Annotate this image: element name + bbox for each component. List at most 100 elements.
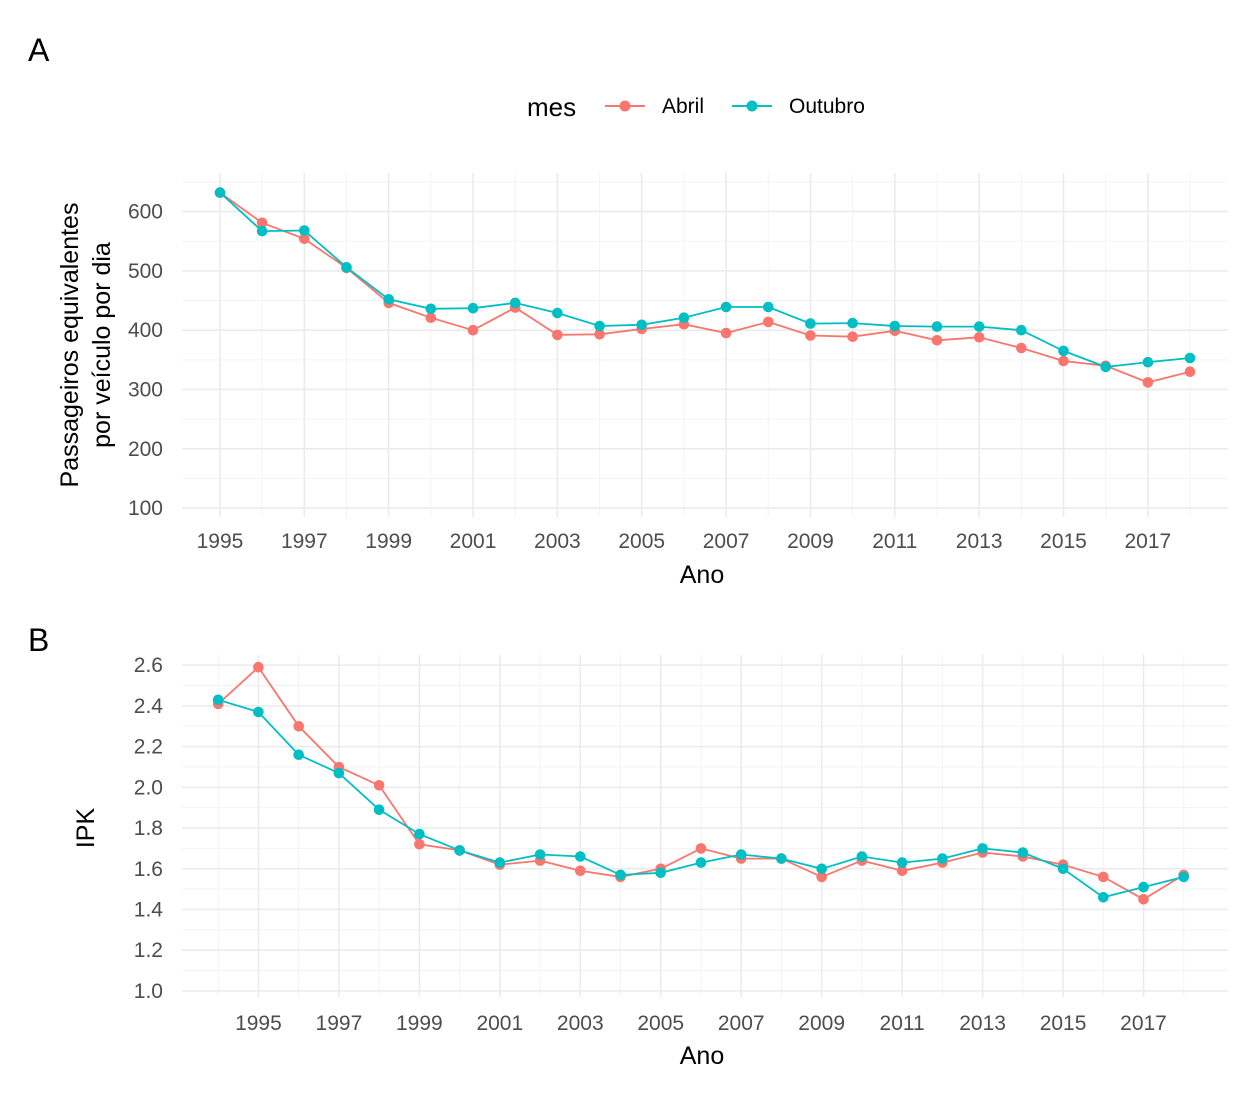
panel-a-point-abril xyxy=(931,335,943,346)
panel-b-y-axis-title: IPK xyxy=(72,808,100,849)
panel-a-x-tick-label: 2003 xyxy=(534,530,581,553)
panel-a-x-tick-label: 2011 xyxy=(872,530,917,553)
panel-b-point-outubro xyxy=(454,845,465,856)
panel-b-x-tick-label: 2001 xyxy=(476,1012,523,1035)
panel-a-x-tick-label: 1997 xyxy=(281,530,328,553)
panel-b-point-outubro xyxy=(776,853,787,864)
panel-b-point-outubro xyxy=(253,706,264,718)
panel-a-point-abril xyxy=(299,233,310,245)
panel-a-point-outubro xyxy=(636,319,647,331)
legend-label-outubro: Outubro xyxy=(789,95,865,118)
panel-b-y-tick-label: 1.2 xyxy=(134,939,163,962)
panel-a-x-tick-label: 2013 xyxy=(956,530,1003,553)
panel-a-y-tick-label: 100 xyxy=(128,497,163,520)
panel-b-x-tick-label: 2005 xyxy=(637,1012,684,1035)
panel-b-point-outubro xyxy=(373,804,385,815)
panel-a-point-outubro xyxy=(1016,324,1027,336)
panel-b-y-tick-label: 2.6 xyxy=(134,654,163,677)
panel-b-x-tick-label: 1999 xyxy=(396,1012,443,1035)
panel-a-point-outubro xyxy=(214,187,226,198)
panel-a-point-outubro xyxy=(594,320,605,332)
panel-b-point-outubro xyxy=(494,857,506,868)
panel-a-y-tick-label: 500 xyxy=(128,260,163,283)
panel-a-x-tick-label: 2005 xyxy=(618,530,665,553)
panel-a-point-outubro xyxy=(1142,356,1154,368)
panel-b-x-tick-label: 2015 xyxy=(1040,1012,1087,1035)
panel-b-y-tick-label: 2.4 xyxy=(134,695,164,718)
panel-a-x-tick-label: 1999 xyxy=(365,530,412,553)
panel-b-point-abril xyxy=(816,871,827,883)
panel-a-point-abril xyxy=(1016,342,1027,354)
panel-b-point-outubro xyxy=(414,828,425,840)
panel-b-point-outubro xyxy=(695,857,707,868)
panel-a-y-tick-label: 400 xyxy=(128,319,163,342)
panel-b-x-tick-label: 2013 xyxy=(959,1012,1006,1035)
panel-a-point-abril xyxy=(425,312,437,324)
panel-a-point-outubro xyxy=(509,297,521,309)
panel-a-series-line-abril xyxy=(219,191,1191,384)
panel-b-y-tick-label: 1.6 xyxy=(134,858,163,881)
panel-a-x-tick-label: 2001 xyxy=(450,530,497,553)
panel-a-point-outubro xyxy=(973,321,985,332)
panel-a-y-tick-label: 600 xyxy=(128,201,163,224)
panel-b-point-abril xyxy=(253,661,264,673)
panel-a-point-outubro xyxy=(1100,361,1111,373)
panel-a-point-outubro xyxy=(425,303,437,315)
panel-b-x-tick-label: 2011 xyxy=(880,1012,925,1035)
panel-a-plot: 1995 1997 1999 2001 2003 2005 2007 2009 2011 2013… xyxy=(128,173,1228,553)
panel-a-point-outubro xyxy=(299,225,310,236)
panel-a-point-outubro xyxy=(805,318,816,329)
panel-b-point-outubro xyxy=(1098,892,1109,903)
panel-b-point-abril xyxy=(1098,871,1109,883)
panel-a-y-tick-label: 300 xyxy=(128,378,163,401)
panel-a-y-tick-label: 200 xyxy=(128,438,163,461)
panel-b-x-tick-label: 2009 xyxy=(798,1012,845,1035)
panel-b-x-axis-title: Ano xyxy=(680,1042,724,1070)
panel-a-point-outubro xyxy=(467,302,479,314)
panel-b-point-outubro xyxy=(896,857,908,868)
panel-a-x-axis-title: Ano xyxy=(680,561,724,589)
panel-a-point-abril xyxy=(720,327,732,339)
panel-b-y-tick-label: 1.0 xyxy=(134,980,163,1003)
panel-b-point-outubro xyxy=(856,851,868,862)
panel-b-x-tick-label: 1997 xyxy=(316,1012,363,1035)
panel-b-point-outubro xyxy=(615,869,626,881)
legend-label-abril: Abril xyxy=(662,95,704,118)
panel-b-point-outubro xyxy=(1057,863,1069,875)
panel-a-point-outubro xyxy=(763,301,774,313)
panel-b-point-outubro xyxy=(937,853,948,864)
panel-a-point-outubro xyxy=(847,317,858,329)
panel-b-point-outubro xyxy=(534,849,546,860)
panel-b-point-abril xyxy=(575,865,586,877)
panel-b-x-tick-label: 2017 xyxy=(1120,1012,1167,1035)
legend-key-abril-point xyxy=(619,100,631,112)
panel-a-x-tick-label: 2017 xyxy=(1125,530,1172,553)
legend: mes Abril Outubro xyxy=(527,92,865,122)
panel-b-point-abril xyxy=(896,865,908,877)
panel-b-point-abril xyxy=(373,780,385,791)
panel-a-y-axis-title-line-1: Passageiros equivalentes xyxy=(56,203,84,488)
panel-b-y-tick-label: 1.8 xyxy=(134,817,163,840)
panel-b-y-tick-label: 2.2 xyxy=(134,736,163,759)
panel-a-point-abril xyxy=(1058,355,1069,367)
panel-b-point-outubro xyxy=(333,767,345,779)
panel-a-point-outubro xyxy=(931,321,943,332)
panel-a-y-axis-title-line-2: por veículo por dia xyxy=(88,242,116,448)
panel-b-point-outubro xyxy=(293,749,305,761)
panel-b-point-outubro xyxy=(1138,881,1149,893)
panel-a-point-outubro xyxy=(341,262,352,273)
panel-b-point-abril xyxy=(1138,894,1149,905)
panel-b-y-tick-label: 2.0 xyxy=(134,776,163,799)
panel-b-plot: 1995 1997 1999 2001 2003 2005 2007 2009 2011 2013… xyxy=(134,654,1228,1035)
panel-a-point-abril xyxy=(1184,366,1196,378)
panel-a-point-outubro xyxy=(552,307,563,319)
panel-b-point-outubro xyxy=(977,843,988,854)
panel-a-point-outubro xyxy=(1058,345,1069,357)
panel-a-point-outubro xyxy=(1184,352,1196,364)
panel-b-x-tick-label: 2007 xyxy=(718,1012,765,1035)
panel-a-x-tick-label: 2009 xyxy=(787,530,834,553)
panel-b-x-tick-label: 1995 xyxy=(235,1012,282,1035)
panel-b-point-abril xyxy=(414,839,425,850)
panel-a-point-abril xyxy=(805,330,816,341)
